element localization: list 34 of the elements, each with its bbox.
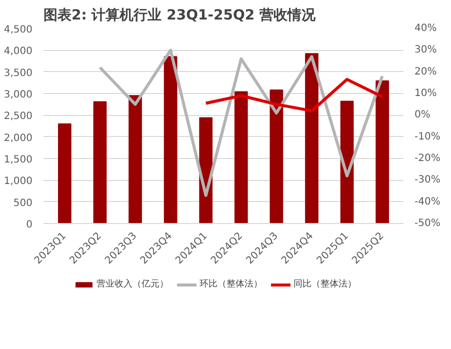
bar [234,91,248,224]
chart-title: 图表2: 计算机行业 23Q1-25Q2 营收情况 [44,8,317,24]
legend-label: 环比（整体法） [199,278,262,290]
y2-tick-label: -20% [414,153,440,164]
bar [58,123,72,224]
line-series [204,78,384,112]
bar [128,95,142,224]
y2-tick-label: 40% [414,23,437,34]
y2-tick-label: 20% [414,66,437,78]
y-tick-label: 3,500 [4,68,33,79]
y2-tick-label: 0% [414,110,430,121]
y2-tick-label: -10% [414,131,440,142]
bar [305,53,318,224]
y-tick-label: 500 [13,198,33,209]
y-tick-label: 4,500 [4,24,33,36]
bar [164,56,178,224]
y-tick-label: 0 [26,220,33,230]
legend-label: 营业收入（亿元） [96,278,168,290]
y2-tick-label: 10% [414,88,437,99]
y-tick-label: 1,500 [4,154,33,166]
y-tick-label: 2,000 [4,132,33,144]
legend-label: 同比（整体法） [293,278,356,290]
y2-tick-label: -50% [414,218,440,229]
line-series [98,48,384,197]
bar [376,80,389,224]
y-tick-label: 2,500 [4,111,33,122]
y-tick-label: 1,000 [4,176,33,188]
y2-tick-label: -40% [414,196,440,208]
y2-tick-label: -30% [414,174,440,186]
y2-tick-label: 30% [414,44,437,56]
bar [93,101,107,224]
bar [270,90,284,224]
y-tick-label: 4,000 [4,46,33,58]
y-tick-label: 3,000 [4,90,33,100]
